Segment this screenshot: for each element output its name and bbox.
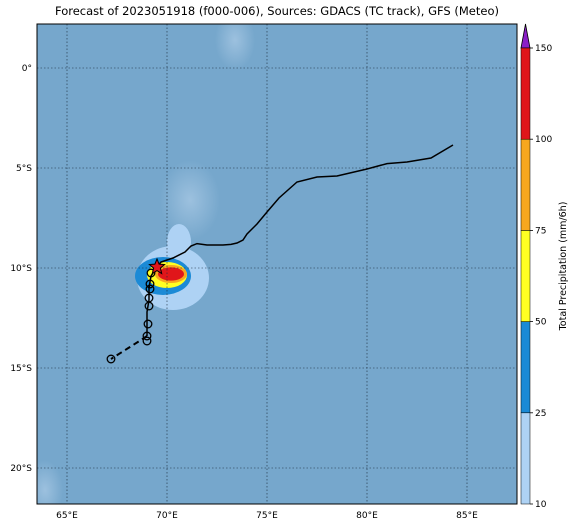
colorbar-segment	[520, 412, 531, 505]
precipitation-field	[135, 224, 209, 310]
forecast-position-marker	[145, 284, 155, 294]
colorbar: 10 25 50 75 100 150	[520, 23, 552, 510]
lon-tick-label: 75°E	[256, 511, 278, 521]
forecast-track-line	[146, 266, 158, 336]
forecast-position-marker	[144, 301, 154, 311]
forecast-position-marker	[142, 331, 152, 341]
cloud-shade	[215, 24, 255, 70]
cloud-shade	[37, 460, 63, 504]
lat-tick-label: 10°S	[10, 264, 32, 274]
colorbar-segment	[520, 138, 531, 231]
colorbar-segment	[520, 230, 531, 322]
colorbar-tick-label: 100	[535, 135, 552, 145]
lat-tick-label: 20°S	[10, 464, 32, 474]
colorbar-tick-label: 50	[535, 318, 547, 328]
lon-tick-label: 65°E	[56, 511, 78, 521]
lat-tick-label: 0°	[22, 64, 32, 74]
forecast-position-marker	[145, 279, 155, 289]
colorbar-extend-arrow	[520, 23, 531, 49]
lon-tick-label: 70°E	[156, 511, 178, 521]
colorbar-tick-label: 10	[535, 500, 547, 510]
lat-tick-label: 15°S	[10, 364, 32, 374]
latitude-ticks: 0° 5°S 10°S 15°S 20°S	[10, 64, 32, 474]
lon-tick-label: 85°E	[456, 511, 478, 521]
current-position-star-icon	[148, 257, 166, 275]
cloud-shade	[160, 160, 220, 240]
colorbar-tick-label: 25	[535, 409, 546, 419]
tc-track	[106, 144, 454, 364]
graticule	[37, 24, 517, 504]
colorbar-segment	[520, 47, 531, 140]
forecast-position-marker	[106, 354, 116, 364]
lat-tick-label: 5°S	[16, 164, 32, 174]
lon-tick-label: 80°E	[356, 511, 378, 521]
ocean-background	[37, 24, 517, 504]
plot-title: Forecast of 2023051918 (f000-006), Sourc…	[55, 4, 499, 18]
forecast-position-marker	[143, 319, 153, 329]
colorbar-label: Total Precipitation (mm/6h)	[558, 202, 569, 332]
precip-cell-level-4	[158, 267, 184, 281]
forecast-position-marker	[146, 268, 156, 278]
colorbar-tick-label: 150	[535, 44, 552, 54]
map-frame	[36, 23, 518, 505]
forecast-position-marker	[142, 336, 152, 346]
past-track-line	[156, 144, 454, 268]
colorbar-tick-label: 75	[535, 226, 546, 236]
colorbar-segment	[520, 321, 531, 414]
longitude-ticks: 65°E 70°E 75°E 80°E 85°E	[56, 511, 478, 521]
